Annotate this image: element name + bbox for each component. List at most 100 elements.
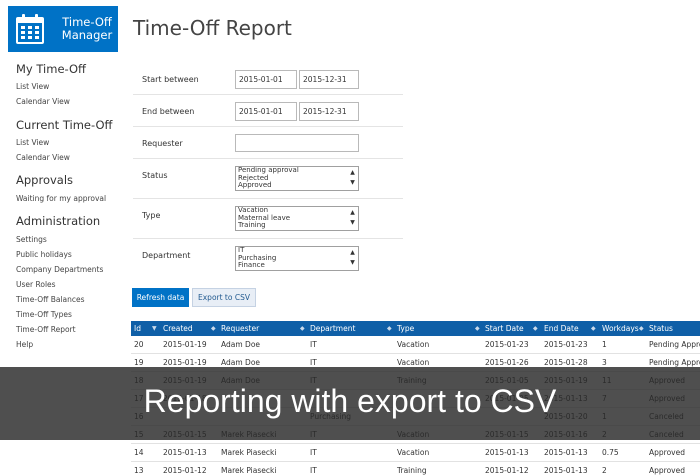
end-from-input[interactable]: 2015-01-01: [235, 102, 297, 121]
column-header-status[interactable]: Status: [649, 324, 673, 333]
cell-type: Vacation: [397, 340, 430, 349]
status-label: Status: [142, 171, 168, 180]
sort-icon[interactable]: ◆: [300, 325, 305, 332]
cell-requester: Marek Piasecki: [221, 466, 277, 475]
list-item[interactable]: Approved: [238, 181, 272, 190]
filter-row-end: End between 2015-01-01 2015-12-31: [133, 95, 403, 127]
chevron-down-icon[interactable]: ▼: [350, 259, 355, 266]
start-from-input[interactable]: 2015-01-01: [235, 70, 297, 89]
column-header-type[interactable]: Type: [397, 324, 415, 333]
refresh-data-button[interactable]: Refresh data: [132, 288, 189, 307]
cell-type: Vacation: [397, 448, 430, 457]
sort-icon[interactable]: ◆: [533, 325, 538, 332]
table-row[interactable]: 14 2015-01-13 Marek Piasecki IT Vacation 2015…: [131, 444, 700, 462]
cell-created: 2015-01-19: [163, 358, 207, 367]
cell-status: Approved: [649, 448, 685, 457]
cell-created: 2015-01-13: [163, 448, 207, 457]
chevron-up-icon[interactable]: ▲: [350, 209, 355, 216]
chevron-down-icon[interactable]: ▼: [350, 179, 355, 186]
status-listbox[interactable]: Pending approval Rejected Approved ▲ ▼: [235, 166, 359, 191]
column-header-start-date[interactable]: Start Date: [485, 324, 524, 333]
cell-id: 14: [134, 448, 144, 457]
cell-requester: Adam Doe: [221, 358, 261, 367]
nav-my-list-view[interactable]: List View: [16, 82, 50, 91]
column-header-department[interactable]: Department: [310, 324, 356, 333]
chevron-down-icon[interactable]: ▼: [350, 219, 355, 226]
nav-company-departments[interactable]: Company Departments: [16, 265, 104, 274]
scrollbar[interactable]: ▲ ▼: [348, 248, 357, 270]
cell-start-date: 2015-01-13: [485, 448, 529, 457]
nav-time-off-report[interactable]: Time-Off Report: [16, 325, 76, 334]
start-between-label: Start between: [142, 75, 199, 84]
filter-row-type: Type Vacation Maternal leave Training ▲ ▼: [133, 199, 403, 239]
nav-heading-current-time-off: Current Time-Off: [16, 118, 113, 132]
column-header-id[interactable]: Id: [134, 324, 141, 333]
cell-workdays: 1: [602, 340, 607, 349]
sort-icon[interactable]: ◆: [475, 325, 480, 332]
nav-settings[interactable]: Settings: [16, 235, 47, 244]
nav-time-off-types[interactable]: Time-Off Types: [16, 310, 72, 319]
column-header-created[interactable]: Created: [163, 324, 193, 333]
nav-current-list-view[interactable]: List View: [16, 138, 50, 147]
end-between-label: End between: [142, 107, 195, 116]
cell-status: Pending Approval: [649, 340, 700, 349]
list-item[interactable]: Maternal leave: [238, 213, 291, 222]
list-item[interactable]: Pending approval: [238, 166, 299, 174]
cell-id: 13: [134, 466, 144, 475]
list-item[interactable]: Finance: [238, 261, 265, 270]
nav-time-off-balances[interactable]: Time-Off Balances: [16, 295, 85, 304]
nav-my-calendar-view[interactable]: Calendar View: [16, 97, 70, 106]
sort-icon[interactable]: ◆: [639, 325, 644, 332]
list-item[interactable]: Rejected: [238, 173, 269, 182]
calendar-icon: [16, 14, 44, 44]
cell-start-date: 2015-01-26: [485, 358, 529, 367]
start-to-input[interactable]: 2015-12-31: [299, 70, 359, 89]
cell-department: IT: [310, 448, 317, 457]
table-row[interactable]: 13 2015-01-12 Marek Piasecki IT Training 2015…: [131, 462, 700, 476]
type-label: Type: [142, 211, 161, 220]
nav-waiting-approval[interactable]: Waiting for my approval: [16, 194, 107, 203]
cell-type: Vacation: [397, 358, 430, 367]
table-row[interactable]: 20 2015-01-19 Adam Doe IT Vacation 2015-01-23…: [131, 336, 700, 354]
sort-icon[interactable]: ▼: [152, 325, 157, 332]
nav-help[interactable]: Help: [16, 340, 34, 349]
filter-row-status: Status Pending approval Rejected Approve…: [133, 159, 403, 199]
list-item[interactable]: Training: [238, 221, 266, 230]
cell-created: 2015-01-19: [163, 340, 207, 349]
column-header-end-date[interactable]: End Date: [544, 324, 579, 333]
cell-requester: Adam Doe: [221, 340, 261, 349]
chevron-up-icon[interactable]: ▲: [350, 169, 355, 176]
cell-type: Training: [397, 466, 427, 475]
department-listbox[interactable]: IT Purchasing Finance ▲ ▼: [235, 246, 359, 271]
column-header-requester[interactable]: Requester: [221, 324, 260, 333]
sort-icon[interactable]: ◆: [211, 325, 216, 332]
nav-heading-my-time-off: My Time-Off: [16, 62, 86, 76]
cell-status: Approved: [649, 466, 685, 475]
nav-current-calendar-view[interactable]: Calendar View: [16, 153, 70, 162]
list-item[interactable]: Vacation: [238, 206, 269, 214]
cell-status: Pending Approval: [649, 358, 700, 367]
export-csv-button[interactable]: Export to CSV: [192, 288, 256, 307]
sort-icon[interactable]: ◆: [387, 325, 392, 332]
requester-input[interactable]: [235, 134, 359, 152]
filter-row-requester: Requester: [133, 127, 403, 159]
cell-id: 19: [134, 358, 144, 367]
scrollbar[interactable]: ▲ ▼: [348, 208, 357, 230]
app-title-line2: Manager: [61, 28, 113, 42]
department-label: Department: [142, 251, 191, 260]
sidebar: Time-Off Manager My Time-Off List View C…: [0, 0, 122, 476]
end-to-input[interactable]: 2015-12-31: [299, 102, 359, 121]
app-brand[interactable]: Time-Off Manager: [8, 6, 118, 52]
list-item[interactable]: IT: [238, 246, 245, 254]
sort-icon[interactable]: ◆: [591, 325, 596, 332]
nav-user-roles[interactable]: User Roles: [16, 280, 56, 289]
cell-end-date: 2015-01-23: [544, 340, 588, 349]
column-header-workdays[interactable]: Workdays: [602, 324, 639, 333]
chevron-up-icon[interactable]: ▲: [350, 249, 355, 256]
scrollbar[interactable]: ▲ ▼: [348, 168, 357, 190]
nav-public-holidays[interactable]: Public holidays: [16, 250, 72, 259]
cell-workdays: 3: [602, 358, 607, 367]
type-listbox[interactable]: Vacation Maternal leave Training ▲ ▼: [235, 206, 359, 231]
filter-row-department: Department IT Purchasing Finance ▲ ▼: [133, 239, 403, 279]
list-item[interactable]: Purchasing: [238, 253, 277, 262]
